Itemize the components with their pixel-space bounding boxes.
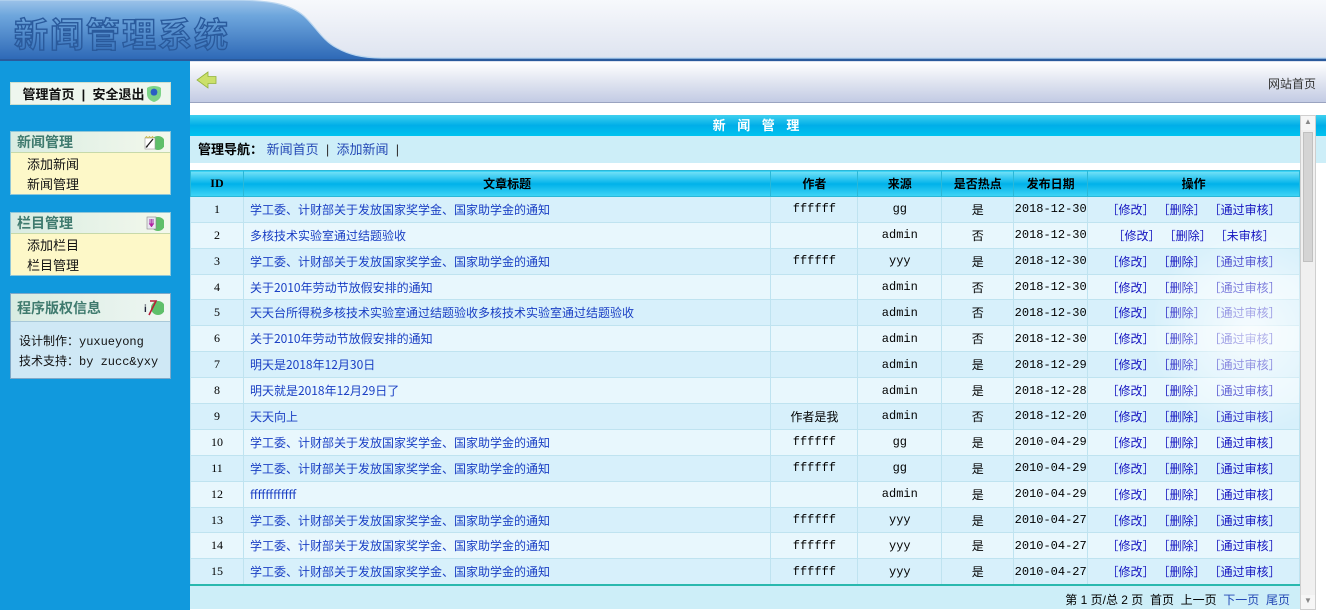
svg-text:i: i <box>144 304 147 315</box>
